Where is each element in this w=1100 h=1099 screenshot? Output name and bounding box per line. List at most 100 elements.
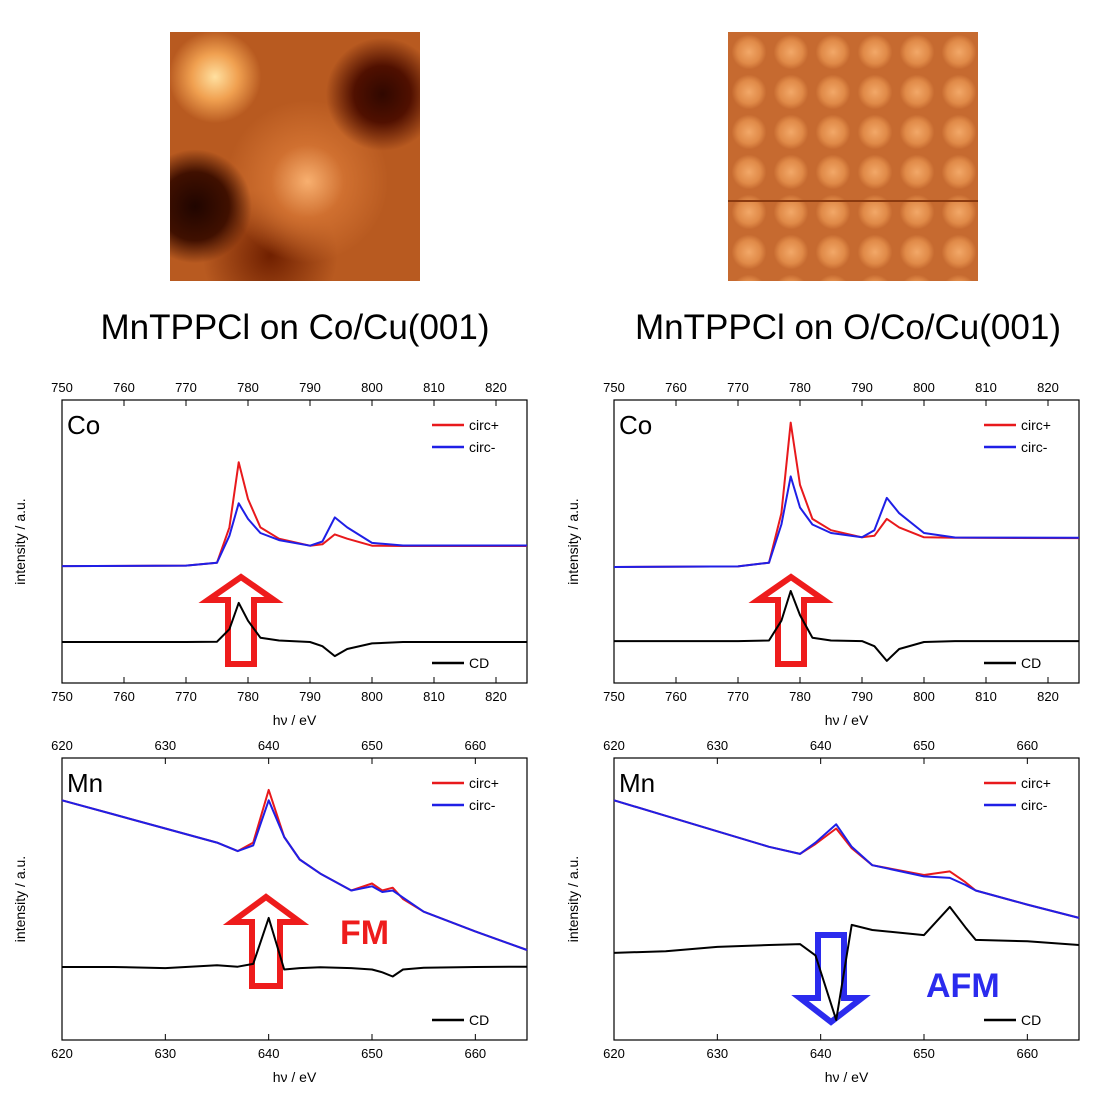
plot-frame [61,757,528,1041]
legend-label: circ+ [1021,775,1051,791]
panel-label: Co [619,410,652,440]
x-tick-label: 760 [113,689,135,704]
x-tick-label-top: 770 [175,380,197,395]
x-tick-label-top: 660 [464,738,486,753]
panel-label: Co [67,410,100,440]
x-tick-label-top: 620 [603,738,625,753]
legend-label: CD [469,1012,489,1028]
data-line [614,590,1079,662]
x-tick-label-top: 630 [706,738,728,753]
data-line [61,461,527,568]
x-tick-label: 650 [361,1046,383,1061]
x-axis-label: hν / eV [825,712,869,728]
x-tick-label: 790 [851,689,873,704]
chart-title: MnTPPCl on O/Co/Cu(001) [635,308,1061,347]
legend-label: CD [1021,1012,1041,1028]
x-tick-label-top: 750 [51,380,73,395]
x-tick-label-top: 660 [1016,738,1038,753]
x-tick-label-top: 790 [851,380,873,395]
stm-image [170,32,420,281]
x-tick-label: 640 [810,1046,832,1061]
x-tick-label-top: 800 [361,380,383,395]
x-tick-label-top: 650 [913,738,935,753]
x-tick-label-top: 810 [975,380,997,395]
x-tick-label-top: 640 [810,738,832,753]
data-line [62,601,527,658]
legend-label: circ+ [1021,417,1051,433]
legend-label: CD [469,655,489,671]
x-tick-label: 640 [258,1046,280,1061]
arrow [791,932,871,1026]
x-tick-label-top: 790 [299,380,321,395]
x-tick-label-top: 650 [361,738,383,753]
data-line [61,799,528,951]
x-axis-label: hν / eV [273,712,317,728]
x-tick-label: 800 [361,689,383,704]
x-axis-label: hν / eV [273,1069,317,1085]
x-tick-label-top: 780 [237,380,259,395]
x-tick-label: 630 [154,1046,176,1061]
x-tick-label: 810 [423,689,445,704]
plot-frame [613,399,1080,684]
x-tick-label: 820 [485,689,507,704]
data-line [613,799,1080,919]
plot-frame [61,399,528,684]
legend-label: circ- [469,797,496,813]
x-tick-label: 820 [1037,689,1059,704]
y-axis-label: intensity / a.u. [12,498,28,584]
x-tick-label-top: 810 [423,380,445,395]
x-tick-label: 790 [299,689,321,704]
legend-label: circ+ [469,417,499,433]
y-axis-label: intensity / a.u. [565,498,581,584]
data-line [613,475,1080,568]
data-line [62,916,528,978]
data-line [613,905,1080,1021]
x-axis-label: hν / eV [825,1069,869,1085]
x-tick-label: 810 [975,689,997,704]
x-tick-label: 630 [706,1046,728,1061]
data-line [61,788,528,951]
x-tick-label: 770 [175,689,197,704]
x-tick-label-top: 760 [113,380,135,395]
legend-label: circ- [1021,797,1048,813]
x-tick-label-top: 800 [913,380,935,395]
y-axis-label: intensity / a.u. [565,856,581,942]
arrow [198,573,834,989]
y-axis-label: intensity / a.u. [12,856,28,942]
x-tick-label-top: 760 [665,380,687,395]
legend-label: circ- [469,439,496,455]
chart-title: MnTPPCl on Co/Cu(001) [100,308,489,347]
x-tick-label-top: 750 [603,380,625,395]
x-tick-label: 800 [913,689,935,704]
annotation: FM [340,914,389,952]
x-tick-label: 620 [603,1046,625,1061]
x-tick-label-top: 640 [258,738,280,753]
x-tick-label: 760 [665,689,687,704]
x-tick-label: 780 [237,689,259,704]
x-tick-label: 660 [464,1046,486,1061]
x-tick-label-top: 820 [1037,380,1059,395]
x-tick-label-top: 630 [154,738,176,753]
plot-frame [613,757,1080,1041]
x-tick-label: 770 [727,689,749,704]
data-line [61,502,527,568]
annotation: AFM [926,967,1000,1005]
x-tick-label-top: 820 [485,380,507,395]
legend-label: circ- [1021,439,1048,455]
x-tick-label-top: 770 [727,380,749,395]
x-tick-label-top: 620 [51,738,73,753]
legend-label: CD [1021,655,1041,671]
stm-image [728,32,978,281]
data-line [613,421,1080,568]
x-tick-label: 620 [51,1046,73,1061]
legend-label: circ+ [469,775,499,791]
panel-label: Mn [67,768,103,798]
x-tick-label: 750 [603,689,625,704]
x-tick-label: 650 [913,1046,935,1061]
panel-label: Mn [619,768,655,798]
x-tick-label: 660 [1016,1046,1038,1061]
x-tick-label-top: 780 [789,380,811,395]
x-tick-label: 780 [789,689,811,704]
